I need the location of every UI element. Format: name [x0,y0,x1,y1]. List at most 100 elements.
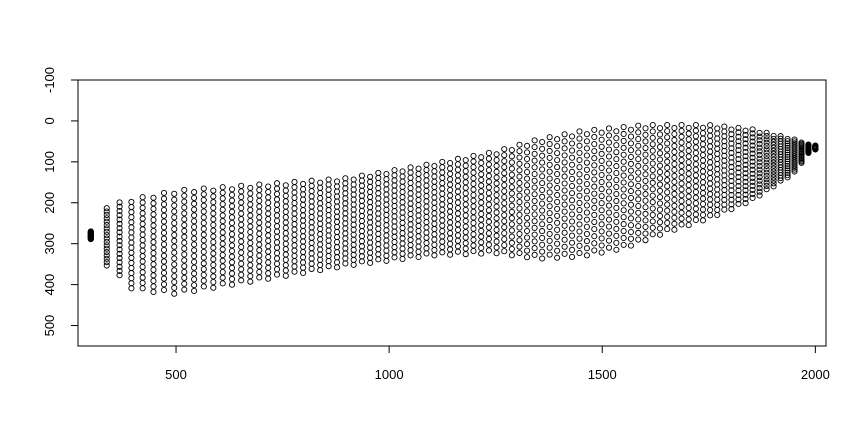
data-point [721,191,728,198]
data-point [447,170,454,177]
data-point [620,137,627,144]
data-point [749,186,756,193]
data-point [770,168,777,175]
data-point [191,223,198,231]
data-point [627,222,635,229]
data-point [247,206,254,214]
data-point [721,186,728,194]
data-point [770,150,777,157]
data-point [210,244,217,251]
data-point [342,230,349,237]
data-point [407,164,414,171]
data-point [423,229,430,236]
data-point [531,197,538,205]
data-point [649,199,656,206]
data-point [756,140,763,147]
data-point [627,242,635,249]
data-point [219,252,226,259]
data-point [620,234,627,242]
data-point [699,135,707,142]
data-point [620,214,627,221]
data-point [87,236,94,243]
data-point [273,207,281,214]
data-point [256,257,263,265]
data-point [350,191,357,198]
data-point [462,173,469,180]
data-point [333,244,341,251]
data-point [247,256,254,263]
data-point [613,135,620,142]
data-point [605,209,613,216]
data-point [391,172,398,179]
data-point [763,186,770,193]
data-point [282,262,289,269]
data-point [598,214,605,221]
data-point [399,194,406,201]
data-point [470,175,477,182]
data-point [219,218,226,225]
data-point [671,184,678,191]
data-point [210,279,217,286]
data-point [191,253,198,260]
data-point [228,259,236,266]
data-point [561,173,568,180]
data-point [407,231,414,238]
data-point [265,253,272,261]
data-point [103,225,110,232]
data-point [407,226,414,233]
data-point [554,171,561,178]
data-point [454,188,461,195]
data-point [699,168,707,175]
data-point [470,158,477,165]
data-point [539,207,546,214]
data-point [399,178,406,185]
data-point [333,213,341,220]
data-point [554,219,561,226]
data-point [399,204,406,211]
data-point [181,257,188,264]
data-point [219,229,226,236]
data-point [598,157,605,164]
data-point [282,267,289,274]
data-point [291,247,298,254]
data-point [273,223,281,230]
data-point [308,250,315,257]
data-point [671,226,678,233]
data-point [642,217,649,224]
data-point [605,181,613,188]
data-point [583,202,590,209]
data-point [103,228,110,235]
data-point [770,153,777,160]
data-point [485,161,492,168]
data-point [583,230,590,238]
data-point [150,233,157,240]
data-point [791,164,798,171]
data-point [784,165,791,172]
data-point [300,196,307,203]
data-point [714,135,721,142]
data-point [627,167,635,174]
data-point [200,260,207,267]
data-point [139,226,146,233]
data-point [598,249,605,256]
data-point [784,140,791,147]
data-point [678,145,685,152]
data-point [635,229,642,236]
data-point [454,237,461,244]
data-point [770,141,777,148]
data-point [273,190,281,198]
data-point [508,233,515,240]
data-point [664,219,671,226]
data-point [591,218,598,226]
data-point [649,186,656,193]
data-point [210,256,217,263]
data-point [524,214,531,221]
data-point [358,187,365,194]
data-point [642,197,649,204]
data-point [678,215,685,222]
data-point [431,246,438,254]
data-point [784,160,791,167]
data-point [501,248,508,255]
data-point [583,209,590,216]
